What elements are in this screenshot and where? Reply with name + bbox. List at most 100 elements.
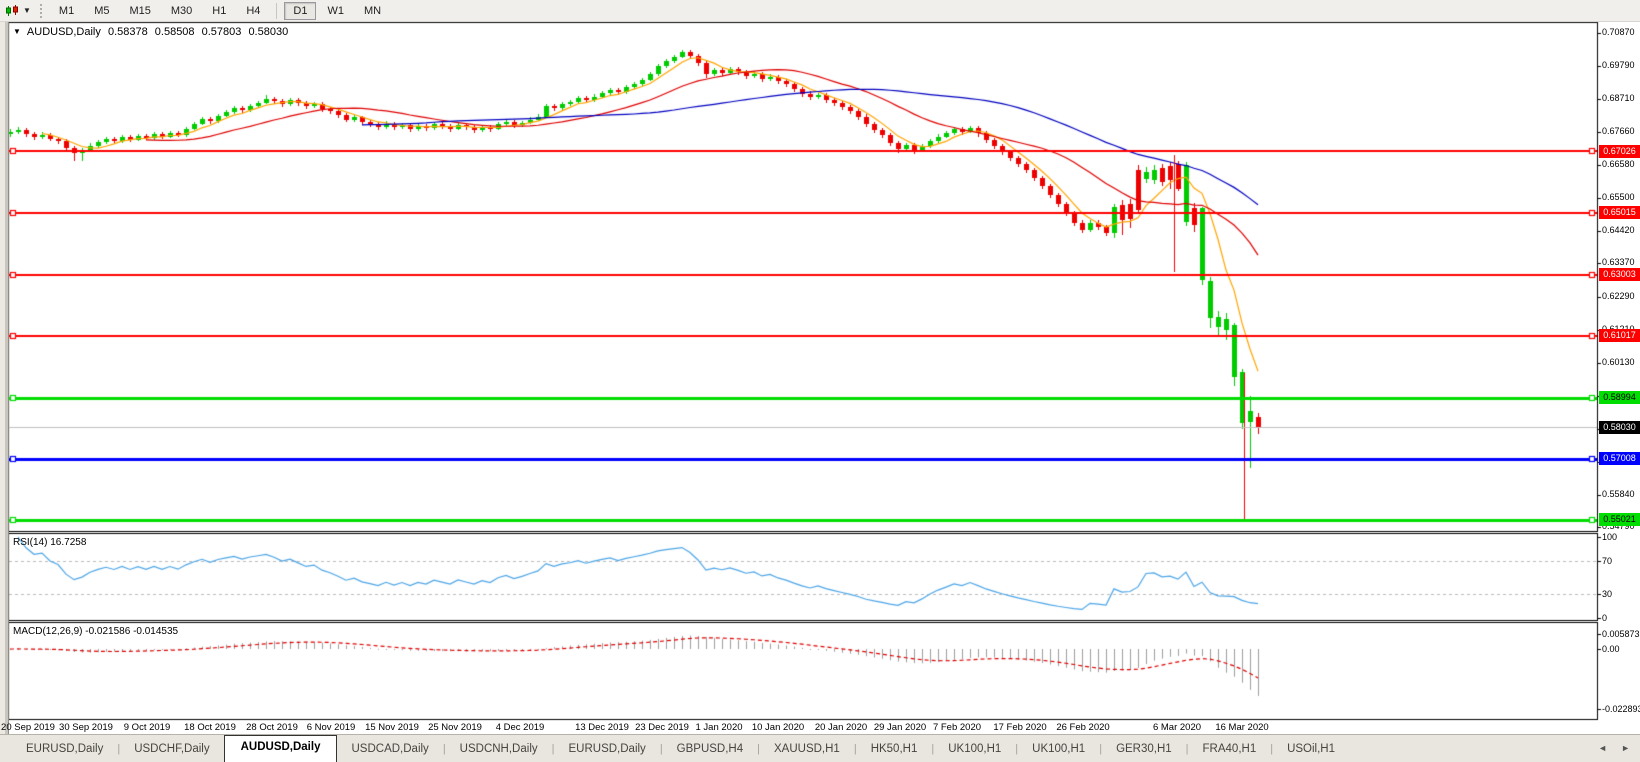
- tab-item-USDCNH-Daily[interactable]: USDCNH,Daily: [459, 742, 538, 755]
- timeframe-button-M30[interactable]: M30: [170, 4, 193, 17]
- price-tick-label: 0.66580: [1602, 158, 1635, 169]
- macd-tick-label: -0.022893: [1602, 704, 1640, 714]
- tab-scroll-controls: ◄ ►: [1598, 743, 1630, 753]
- quote-open: 0.58378: [107, 26, 148, 38]
- tab-scroll-right-icon[interactable]: ►: [1621, 743, 1630, 753]
- tab-separator: |: [1270, 742, 1274, 755]
- macd-tick-label: 0.00: [1602, 644, 1620, 654]
- tab-separator: |: [757, 742, 760, 755]
- date-tick-label: 9 Oct 2019: [123, 722, 171, 733]
- date-tick-label: 29 Jan 2020: [873, 722, 927, 733]
- timeframe-button-M1[interactable]: M1: [58, 4, 75, 17]
- tab-item-UK100-H1[interactable]: UK100,H1: [1032, 742, 1086, 755]
- price-tick-label: 0.61210: [1602, 324, 1635, 334]
- tab-scroll-left-icon[interactable]: ◄: [1598, 743, 1608, 753]
- level-price-label-0.58030[interactable]: 0.58030: [1599, 420, 1640, 434]
- timeframe-button-H1[interactable]: H1: [212, 4, 227, 17]
- tab-separator: |: [853, 742, 857, 755]
- date-tick-label: 17 Feb 2020: [993, 722, 1047, 733]
- level-price-label-0.67026[interactable]: 0.67026: [1599, 144, 1640, 158]
- timeframe-buttons: M1 M5 M15 M30 H1 H4 D1 W1 MN: [49, 1, 391, 20]
- chart-title: AUDUSD,Daily: [26, 26, 101, 38]
- toolbar-separator: [276, 2, 278, 19]
- toolbar: ▼ M1 M5 M15 M30 H1 H4 D1 W1 MN: [0, 0, 1640, 22]
- dropdown-caret-icon: ▼: [23, 6, 31, 15]
- timeframe-button-W1[interactable]: W1: [327, 4, 344, 17]
- timeframe-button-M5[interactable]: M5: [94, 4, 110, 17]
- date-tick-label: 15 Nov 2019: [365, 722, 419, 733]
- level-price-label-0.61017[interactable]: 0.61017: [1599, 329, 1640, 343]
- quote-low: 0.57803: [201, 26, 242, 38]
- date-tick-label: 25 Nov 2019: [428, 722, 482, 733]
- level-price-label-0.65015[interactable]: 0.65015: [1599, 206, 1640, 220]
- timeframe-button-D1[interactable]: D1: [284, 1, 317, 20]
- tab-item-EURUSD-Daily[interactable]: EURUSD,Daily: [568, 742, 646, 755]
- level-price-label-0.57008[interactable]: 0.57008: [1599, 452, 1640, 466]
- timeframe-button-MN[interactable]: MN: [363, 4, 382, 17]
- price-tick-label: 0.62290: [1602, 290, 1635, 301]
- rsi-tick-label: 30: [1602, 588, 1613, 599]
- tab-separator: |: [551, 742, 555, 755]
- price-tick-label: 0.69790: [1602, 60, 1635, 71]
- price-tick-label: 0.70870: [1602, 26, 1635, 37]
- rsi-indicator-label: RSI(14) 16.7258: [13, 537, 87, 548]
- tab-separator: |: [931, 742, 935, 755]
- date-tick-label: 7 Feb 2020: [932, 722, 982, 733]
- price-tick-label: 0.60130: [1602, 356, 1635, 367]
- chart-title-bar: ▼ AUDUSD,Daily 0.58378 0.58508 0.57803 0.…: [13, 26, 292, 38]
- timeframe-button-M15[interactable]: M15: [129, 4, 151, 17]
- tab-item-UK100-H1[interactable]: UK100,H1: [948, 742, 1002, 755]
- date-tick-label: 28 Oct 2019: [246, 722, 298, 733]
- quote-close: 0.58030: [248, 26, 289, 38]
- date-tick-label: 6 Mar 2020: [1152, 722, 1202, 733]
- chart-periods-icon[interactable]: ▼: [3, 3, 34, 19]
- tab-item-HK50-H1[interactable]: HK50,H1: [870, 742, 918, 755]
- date-tick-label: 20 Jan 2020: [814, 722, 868, 733]
- date-tick-label: 13 Dec 2019: [575, 722, 629, 733]
- price-tick-label: 0.64420: [1602, 225, 1635, 236]
- timeframe-button-H4[interactable]: H4: [246, 4, 261, 17]
- window-left-frame: [0, 21, 9, 761]
- chart-tab-bar: EURUSD,Daily | USDCHF,Daily AUDUSD,Daily USD…: [0, 734, 1640, 762]
- toolbar-grip[interactable]: [39, 3, 42, 18]
- date-tick-label: 16 Mar 2020: [1215, 722, 1269, 733]
- price-tick-label: 0.55840: [1602, 488, 1635, 499]
- candlestick-icon: [6, 4, 18, 16]
- date-tick-label: 1 Jan 2020: [695, 722, 743, 733]
- tab-item-FRA40-H1[interactable]: FRA40,H1: [1202, 742, 1257, 755]
- level-price-label-0.63003[interactable]: 0.63003: [1599, 268, 1640, 282]
- date-tick-label: 6 Nov 2019: [306, 722, 356, 733]
- rsi-tick-label: 0: [1602, 613, 1608, 623]
- price-tick-label: 0.65500: [1602, 191, 1635, 202]
- tab-item-GBPUSD-H4[interactable]: GBPUSD,H4: [676, 742, 744, 755]
- price-tick-label: 0.63370: [1602, 257, 1635, 268]
- tab-separator: |: [659, 742, 663, 755]
- tab-item-GER30-H1[interactable]: GER30,H1: [1116, 742, 1172, 755]
- level-price-label-0.55021[interactable]: 0.55021: [1599, 513, 1640, 527]
- date-tick-label: 30 Sep 2019: [59, 722, 113, 733]
- date-tick-label: 18 Oct 2019: [184, 722, 236, 733]
- tab-item-XAUUSD-H1[interactable]: XAUUSD,H1: [774, 742, 840, 755]
- date-tick-label: 23 Dec 2019: [635, 722, 689, 733]
- level-price-label-0.58994[interactable]: 0.58994: [1599, 391, 1640, 405]
- price-tick-label: 0.68710: [1602, 93, 1635, 104]
- chart-tabs: EURUSD,Daily | USDCHF,Daily AUDUSD,Daily USD…: [12, 735, 1349, 762]
- rsi-tick-label: 100: [1602, 532, 1618, 542]
- tab-item-EURUSD-Daily[interactable]: EURUSD,Daily: [26, 742, 104, 755]
- tab-item-USDCHF-Daily[interactable]: USDCHF,Daily: [134, 742, 210, 755]
- tab-item-USOil-H1[interactable]: USOil,H1: [1287, 742, 1336, 755]
- tab-separator: |: [442, 742, 446, 755]
- date-tick-label: 20 Sep 2019: [1, 722, 55, 733]
- rsi-tick-label: 70: [1602, 556, 1613, 567]
- date-tick-label: 10 Jan 2020: [751, 722, 805, 733]
- collapse-icon[interactable]: ▼: [13, 27, 21, 36]
- tab-separator: |: [1185, 742, 1189, 755]
- price-tick-label: 0.67660: [1602, 125, 1635, 136]
- quote-high: 0.58508: [154, 26, 195, 38]
- macd-indicator-label: MACD(12,26,9) -0.021586 -0.014535: [13, 626, 179, 637]
- tab-item-AUDUSD-Daily[interactable]: AUDUSD,Daily: [223, 735, 338, 762]
- date-tick-label: 26 Feb 2020: [1056, 722, 1110, 733]
- tab-item-USDCAD-Daily[interactable]: USDCAD,Daily: [351, 742, 429, 755]
